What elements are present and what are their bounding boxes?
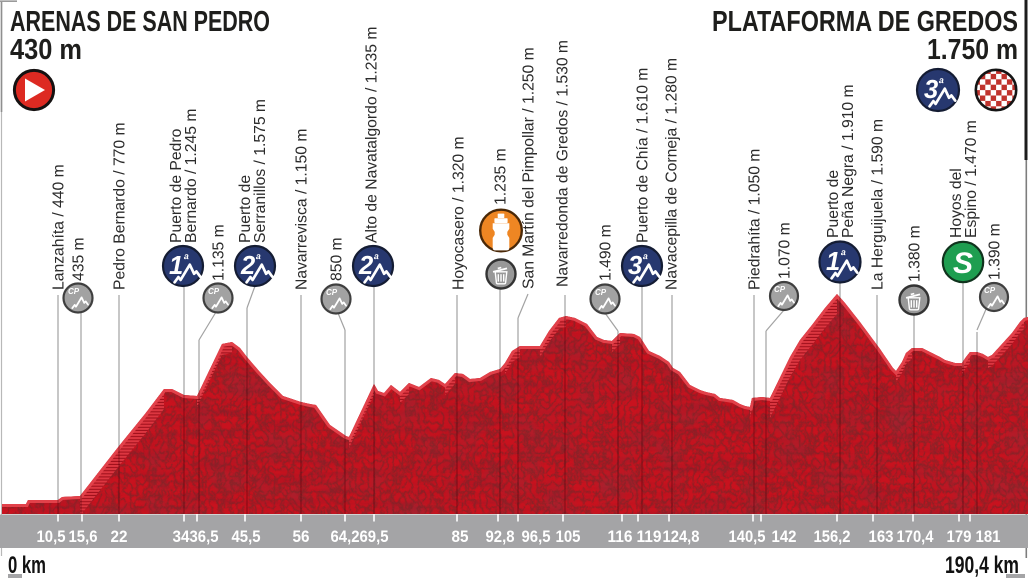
svg-text:119: 119 bbox=[637, 527, 662, 546]
svg-text:Hoyocasero / 1.320 m: Hoyocasero / 1.320 m bbox=[450, 136, 467, 290]
svg-text:170,4: 170,4 bbox=[897, 527, 934, 546]
svg-text:Puerto de Pedro: Puerto de Pedro bbox=[168, 128, 185, 243]
svg-text:Navarrevisca / 1.150 m: Navarrevisca / 1.150 m bbox=[293, 129, 310, 290]
svg-text:163: 163 bbox=[869, 527, 894, 546]
svg-text:124,8: 124,8 bbox=[663, 527, 700, 546]
svg-text:430 m: 430 m bbox=[10, 34, 82, 66]
svg-text:CP: CP bbox=[595, 288, 607, 297]
svg-text:Peña Negra / 1.910 m: Peña Negra / 1.910 m bbox=[840, 84, 857, 238]
svg-text:142: 142 bbox=[772, 527, 797, 546]
svg-text:96,5: 96,5 bbox=[522, 527, 551, 546]
svg-text:850 m: 850 m bbox=[328, 237, 345, 281]
svg-text:Lanzahíta / 440 m: Lanzahíta / 440 m bbox=[50, 164, 67, 290]
svg-text:190,4 km: 190,4 km bbox=[945, 552, 1019, 578]
svg-text:CP: CP bbox=[208, 287, 220, 296]
svg-text:Puerto de: Puerto de bbox=[825, 170, 842, 238]
svg-text:85: 85 bbox=[452, 527, 469, 546]
svg-text:1.750 m: 1.750 m bbox=[927, 34, 1018, 66]
svg-text:La Herguijuela / 1.590 m: La Herguijuela / 1.590 m bbox=[869, 119, 886, 290]
svg-text:36,5: 36,5 bbox=[190, 527, 219, 546]
svg-text:1.235 m: 1.235 m bbox=[492, 148, 509, 205]
svg-text:CP: CP bbox=[68, 287, 80, 296]
svg-text:CP: CP bbox=[774, 285, 786, 294]
svg-text:PLATAFORMA DE GREDOS: PLATAFORMA DE GREDOS bbox=[712, 6, 1018, 38]
svg-text:105: 105 bbox=[556, 527, 581, 546]
svg-text:435 m: 435 m bbox=[70, 237, 87, 281]
svg-text:64,2: 64,2 bbox=[331, 527, 360, 546]
svg-text:1.390 m: 1.390 m bbox=[986, 223, 1003, 280]
svg-text:1.135 m: 1.135 m bbox=[210, 224, 227, 281]
svg-text:Serranillos / 1.575 m: Serranillos / 1.575 m bbox=[252, 99, 269, 243]
svg-text:Alto de Navatalgordo / 1.235 m: Alto de Navatalgordo / 1.235 m bbox=[363, 27, 380, 243]
svg-text:CP: CP bbox=[984, 286, 996, 295]
svg-text:S: S bbox=[953, 247, 973, 280]
svg-text:Puerto de: Puerto de bbox=[237, 175, 254, 243]
svg-text:1.070 m: 1.070 m bbox=[776, 222, 793, 279]
svg-text:15,6: 15,6 bbox=[69, 527, 98, 546]
svg-text:34: 34 bbox=[173, 527, 190, 546]
svg-text:Hoyos del: Hoyos del bbox=[948, 168, 965, 238]
svg-text:92,8: 92,8 bbox=[486, 527, 515, 546]
svg-text:Bernardo / 1.245 m: Bernardo / 1.245 m bbox=[183, 109, 200, 243]
svg-text:69,5: 69,5 bbox=[360, 527, 389, 546]
svg-text:10,5: 10,5 bbox=[37, 527, 66, 546]
svg-text:179: 179 bbox=[947, 527, 972, 546]
svg-text:116: 116 bbox=[608, 527, 633, 546]
svg-text:San Martín del Pimpollar / 1.2: San Martín del Pimpollar / 1.250 m bbox=[520, 47, 537, 289]
svg-text:Pedro Bernardo / 770 m: Pedro Bernardo / 770 m bbox=[111, 122, 128, 290]
svg-text:45,5: 45,5 bbox=[232, 527, 261, 546]
svg-text:181: 181 bbox=[976, 527, 1001, 546]
svg-text:1.490 m: 1.490 m bbox=[597, 224, 614, 281]
svg-text:Espino / 1.470 m: Espino / 1.470 m bbox=[963, 120, 980, 238]
svg-text:CP: CP bbox=[326, 288, 338, 297]
svg-text:1.380 m: 1.380 m bbox=[906, 225, 923, 282]
svg-text:0 km: 0 km bbox=[8, 552, 46, 578]
svg-text:ARENAS DE SAN PEDRO: ARENAS DE SAN PEDRO bbox=[10, 6, 270, 38]
svg-text:140,5: 140,5 bbox=[729, 527, 766, 546]
svg-text:22: 22 bbox=[111, 527, 128, 546]
svg-text:Piedrahíta / 1.050 m: Piedrahíta / 1.050 m bbox=[746, 149, 763, 290]
svg-text:56: 56 bbox=[293, 527, 310, 546]
svg-text:156,2: 156,2 bbox=[814, 527, 851, 546]
svg-text:Puerto de Chía / 1.610 m: Puerto de Chía / 1.610 m bbox=[634, 68, 651, 243]
svg-text:Navacepilla de Corneja / 1.280: Navacepilla de Corneja / 1.280 m bbox=[663, 58, 680, 290]
svg-text:Navarredonda de Gredos / 1.530: Navarredonda de Gredos / 1.530 m bbox=[554, 40, 571, 287]
